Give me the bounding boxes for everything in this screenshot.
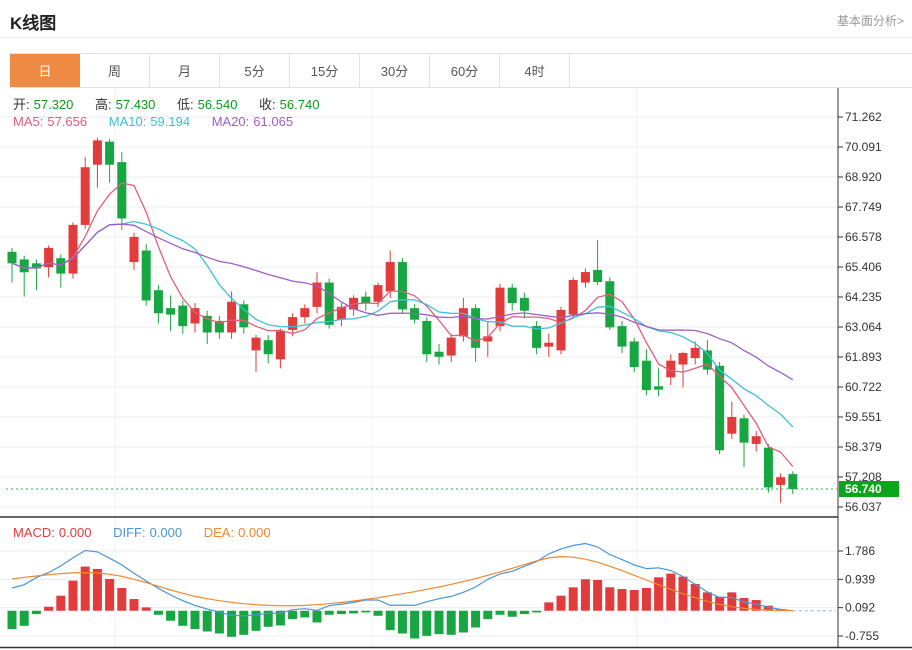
svg-text:59.551: 59.551 xyxy=(845,410,882,424)
tab-day[interactable]: 日 xyxy=(10,54,80,87)
svg-text:-0.755: -0.755 xyxy=(845,629,879,643)
vertical-gridlines xyxy=(114,88,638,648)
pane-frame xyxy=(0,88,912,649)
period-tab-bar: 日 周 月 5分 15分 30分 60分 4时 xyxy=(10,53,912,88)
tab-4hour[interactable]: 4时 xyxy=(500,54,570,87)
svg-text:57.208: 57.208 xyxy=(845,470,882,484)
macd-bars xyxy=(7,566,786,639)
svg-text:63.064: 63.064 xyxy=(845,320,882,334)
ma10-line xyxy=(11,220,794,428)
candles-group xyxy=(7,137,798,503)
diff-line xyxy=(11,542,793,617)
tab-30min[interactable]: 30分 xyxy=(360,54,430,87)
y-axis-labels: 71.262 70.091 68.920 67.749 66.578 65.406 64.2… xyxy=(838,110,882,643)
svg-text:1.786: 1.786 xyxy=(845,544,875,558)
svg-text:0.939: 0.939 xyxy=(845,572,875,586)
svg-text:0.092: 0.092 xyxy=(845,601,875,615)
page-title: K线图 xyxy=(10,14,57,33)
fundamental-analysis-link[interactable]: 基本面分析> xyxy=(836,14,904,28)
tab-60min[interactable]: 60分 xyxy=(430,54,500,87)
svg-text:64.235: 64.235 xyxy=(845,290,882,304)
price-marker-badge: 56.740 xyxy=(839,480,899,497)
svg-text:56.037: 56.037 xyxy=(845,500,882,514)
svg-text:71.262: 71.262 xyxy=(845,110,882,124)
svg-text:70.091: 70.091 xyxy=(845,140,882,154)
dea-line xyxy=(11,555,793,612)
kline-chart-svg[interactable]: 71.262 70.091 68.920 67.749 66.578 65.406 64.2… xyxy=(0,88,912,650)
svg-text:67.749: 67.749 xyxy=(845,200,882,214)
horizontal-gridlines xyxy=(0,116,838,637)
tab-5min[interactable]: 5分 xyxy=(220,54,290,87)
kline-chart: 71.262 70.091 68.920 67.749 66.578 65.406 64.2… xyxy=(0,88,912,650)
ma5-line xyxy=(11,182,794,467)
svg-text:65.406: 65.406 xyxy=(845,260,882,274)
svg-text:61.893: 61.893 xyxy=(845,350,882,364)
svg-text:68.920: 68.920 xyxy=(845,170,882,184)
tab-week[interactable]: 周 xyxy=(80,54,150,87)
svg-text:58.379: 58.379 xyxy=(845,440,882,454)
svg-text:60.722: 60.722 xyxy=(845,380,882,394)
tab-15min[interactable]: 15分 xyxy=(290,54,360,87)
svg-text:66.578: 66.578 xyxy=(845,230,882,244)
svg-text:56.740: 56.740 xyxy=(845,482,882,496)
tab-month[interactable]: 月 xyxy=(150,54,220,87)
widget-header: K线图 基本面分析> xyxy=(0,0,912,38)
ma20-line xyxy=(11,223,794,381)
